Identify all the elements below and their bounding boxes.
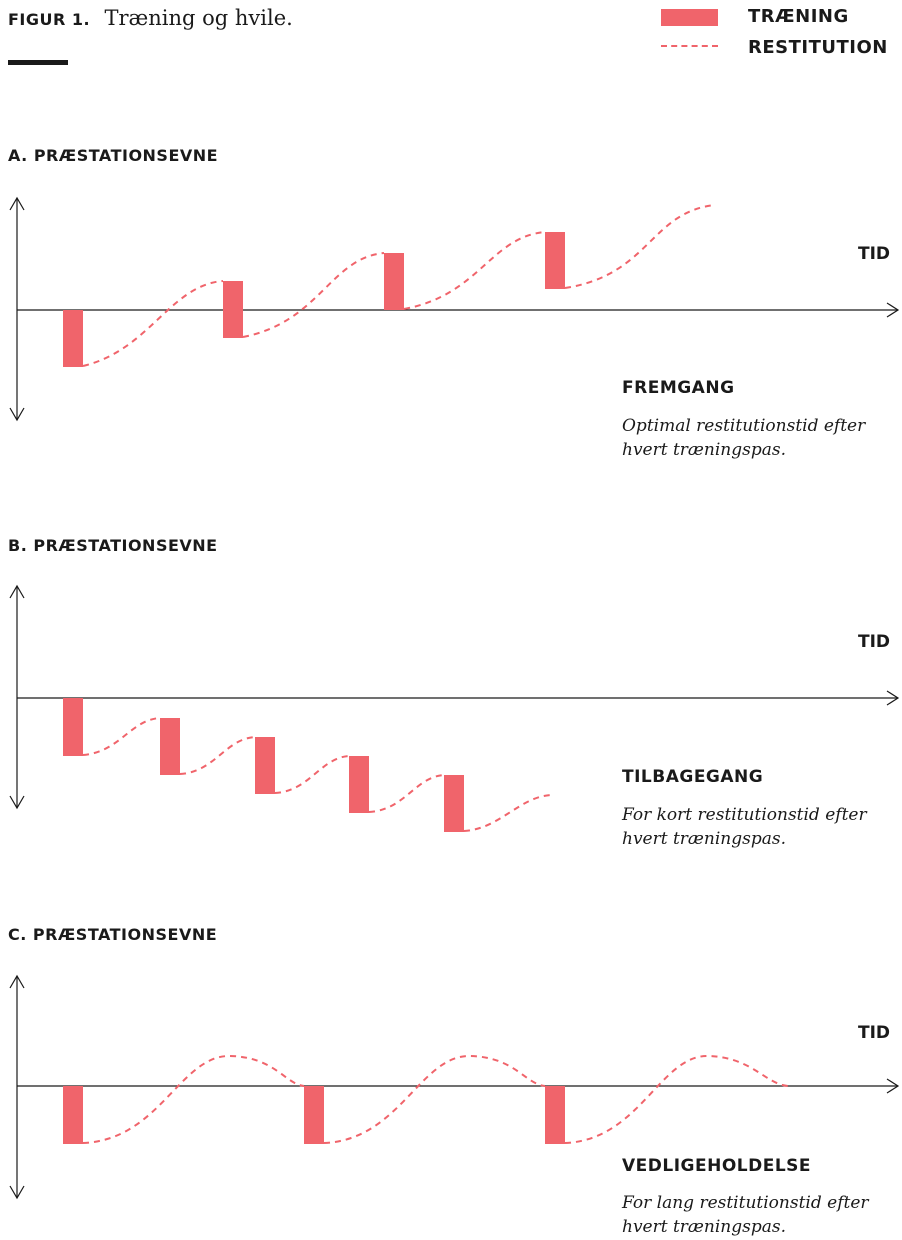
panel-a-y-arrow-up (9, 196, 25, 211)
panel-c-title: C. PRÆSTATIONSEVNE (8, 925, 218, 944)
panel-b-outcome: TILBAGEGANG (622, 767, 764, 787)
panel-b-training-bars (63, 698, 464, 832)
panel-a-recovery-curves (82, 204, 716, 367)
figure-label: FIGUR 1. (8, 10, 91, 29)
panel-b-recovery-curve (368, 774, 445, 813)
figure-caption: Træning og hvile. (104, 6, 293, 30)
panel-b-y-arrow-up (9, 584, 25, 599)
panel-a-training-bar (384, 253, 404, 310)
panel-a-recovery-curve (564, 204, 716, 289)
panel-a-recovery-curve (82, 280, 224, 367)
panel-a-recovery-curve (403, 231, 546, 310)
panel-c-recovery-curve (323, 1054, 546, 1144)
panel-c-training-bar (545, 1086, 565, 1144)
title-rule (8, 60, 68, 65)
panel-c-recovery-curve (82, 1054, 305, 1144)
panel-a-training-bar (63, 310, 83, 367)
figure-title: FIGUR 1. Træning og hvile. (8, 6, 293, 32)
panel-b-training-bar (444, 775, 464, 832)
panel-a-time-label: TID (858, 244, 891, 264)
panel-b-recovery-curves (82, 717, 553, 832)
panel-b-recovery-curve (463, 794, 553, 832)
panel-b-time-label: TID (858, 632, 891, 652)
panel-c-outcome: VEDLIGEHOLDELSE (622, 1156, 812, 1176)
panel-b-x-arrow (886, 690, 900, 706)
panel-b-training-bar (160, 718, 180, 775)
panel-a-training-bar (545, 232, 565, 289)
panel-c-x-arrow (886, 1078, 900, 1094)
panel-b-description: For kort restitutionstid efter hvert træ… (622, 805, 867, 849)
panel-b-recovery-curve (274, 755, 350, 794)
panel-b-y-arrow-down (9, 795, 25, 810)
panel-a-recovery-curve (242, 252, 385, 338)
panel-b-training-bar (349, 756, 369, 813)
panel-a-description: Optimal restitutionstid efter hvert træn… (622, 416, 866, 460)
panel-c-description: For lang restitutionstid efter hvert træ… (622, 1193, 869, 1237)
panel-a-x-arrow (886, 302, 900, 318)
panel-b-training-bar (63, 698, 83, 756)
panel-c-y-arrow-up (9, 974, 25, 989)
panel-c-training-bar (63, 1086, 83, 1144)
panel-c-training-bar (304, 1086, 324, 1144)
panel-b-recovery-curve (82, 717, 161, 756)
panel-c-time-label: TID (858, 1023, 891, 1043)
panel-c-training-bars (63, 1086, 565, 1144)
panel-b-recovery-curve (179, 736, 256, 775)
legend-training-swatch (661, 9, 718, 26)
legend-recovery-label: RESTITUTION (748, 37, 888, 58)
panel-c-recovery-curve (564, 1054, 789, 1144)
panel-a-training-bars (63, 232, 565, 367)
legend-recovery-swatch (661, 45, 718, 47)
legend-training-label: TRÆNING (748, 6, 849, 27)
panel-a-title: A. PRÆSTATIONSEVNE (8, 146, 219, 165)
panel-b-training-bar (255, 737, 275, 794)
panel-a-y-arrow-down (9, 407, 25, 422)
panel-a-outcome: FREMGANG (622, 378, 735, 398)
panel-c-recovery-curves (82, 1054, 789, 1144)
panel-c-y-arrow-down (9, 1185, 25, 1200)
panel-a-training-bar (223, 281, 243, 338)
panel-b-title: B. PRÆSTATIONSEVNE (8, 536, 218, 555)
